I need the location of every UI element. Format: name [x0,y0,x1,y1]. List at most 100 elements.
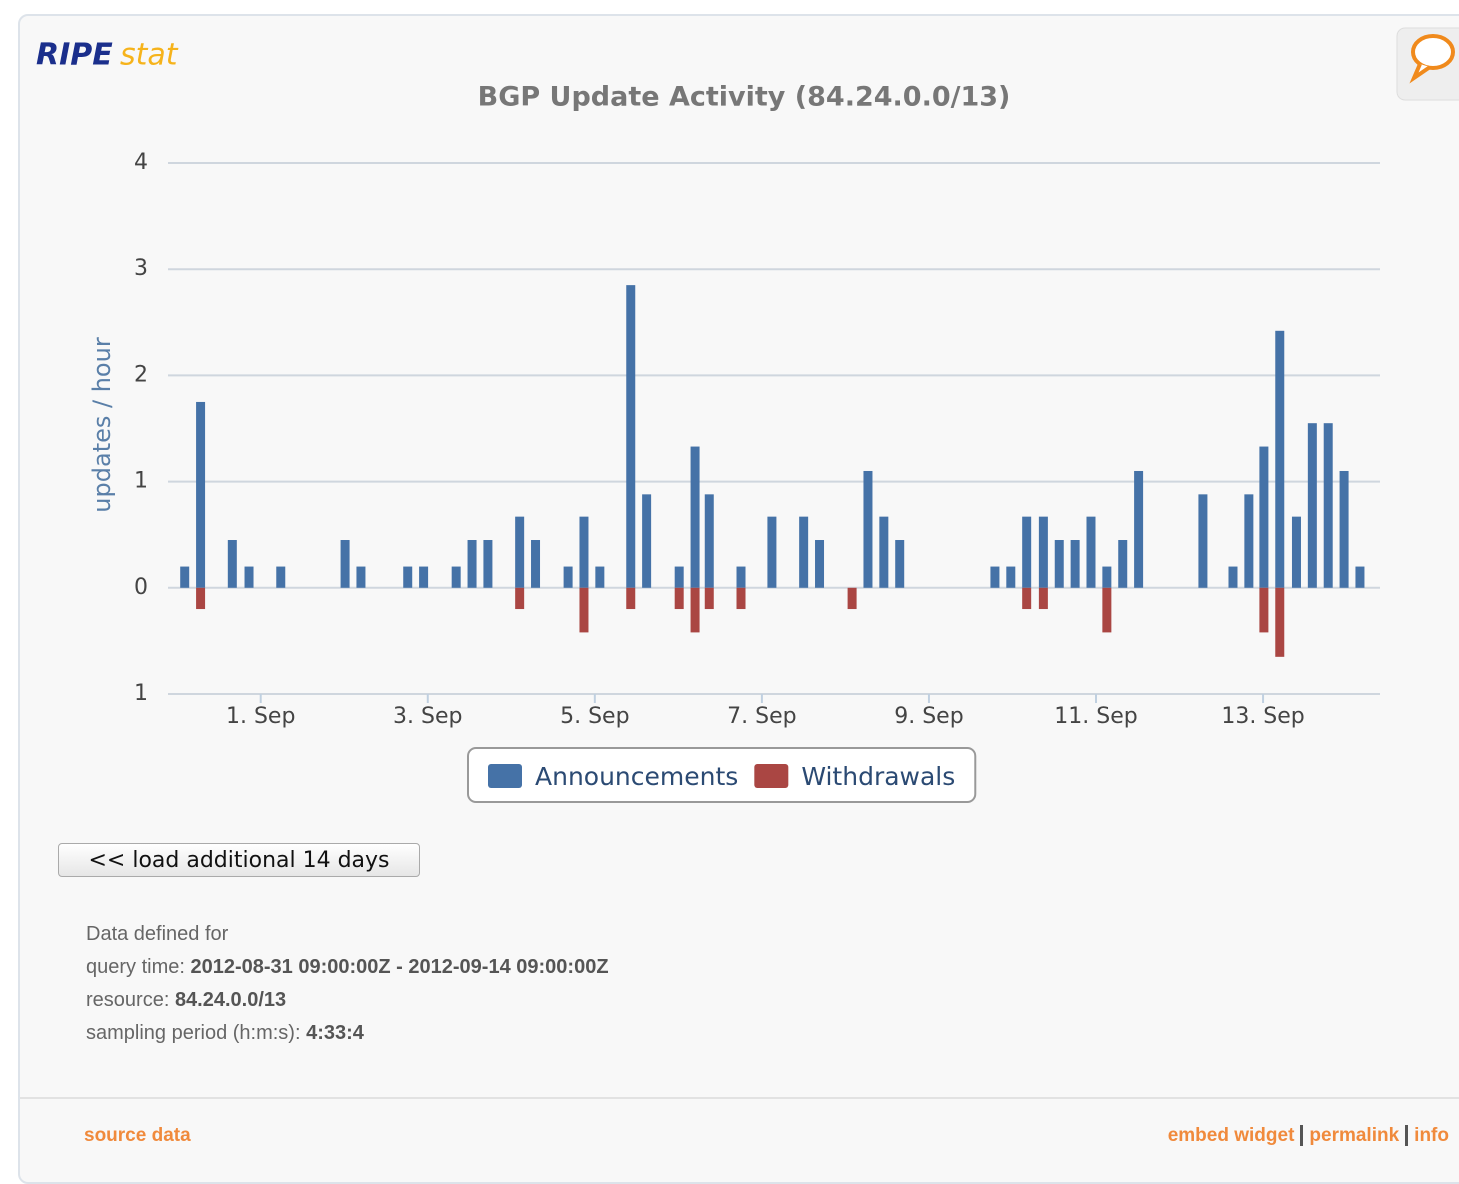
logo-stat: stat [120,38,179,73]
info-heading: Data defined for [86,923,229,945]
chart: RIPE stat BGP Update Activity (84.24.0.0… [36,27,1459,803]
bar [847,587,857,610]
bar [642,494,652,588]
bar [1355,566,1365,588]
bar [1275,587,1285,657]
bar [1022,516,1032,588]
y-tick-label: 4 [134,150,148,175]
legend-box [467,747,977,803]
permalink[interactable]: permalink [1300,1125,1400,1146]
legend-swatch [488,764,522,788]
bar [1038,516,1048,588]
bar [690,446,700,588]
bar [1022,587,1032,610]
info-row: sampling period (h:m:s): 4:33:4 [86,1017,609,1050]
bar [626,285,636,588]
bar [1198,494,1208,588]
bar [340,540,350,588]
bar [674,587,684,610]
info-value: 84.24.0.0/13 [174,989,287,1011]
x-tick-label: 5. Sep [560,704,629,729]
legend-label: Announcements [535,762,738,791]
info-value: 2012-08-31 09:00:00Z - 2012-09-14 09:00:… [190,956,609,978]
bar [1275,330,1285,588]
logo-ripe: RIPE [36,38,113,73]
bar [1339,470,1349,588]
bar [704,587,714,610]
legend: Announcements Withdrawals [467,747,977,803]
bar [451,566,461,588]
legend-label: Withdrawals [801,762,955,791]
y-tick-label: 1 [134,681,148,706]
bar [895,540,905,588]
y-tick-label: 3 [134,256,148,281]
x-tick-label: 7. Sep [727,704,796,729]
bar [467,540,477,588]
info-label: resource: [86,989,175,1011]
bar [356,566,366,588]
bar [579,516,589,588]
bar [563,566,573,588]
y-tick-label: 2 [134,362,148,387]
bar [1054,540,1064,588]
bar [1070,540,1080,588]
bar [276,566,286,588]
bar [863,470,873,588]
bar [1102,587,1112,633]
bar [1291,516,1301,588]
bar [180,566,190,588]
bar [1323,423,1333,588]
info-row: resource: 84.24.0.0/13 [86,984,609,1017]
bar [227,540,237,588]
chart-title: BGP Update Activity (84.24.0.0/13) [478,82,1011,113]
bar [515,516,525,588]
bar [767,516,777,588]
footer-divider [20,1097,1459,1099]
bar [1102,566,1112,588]
x-tick-label: 1. Sep [226,704,295,729]
bar [815,540,825,588]
info-link[interactable]: info [1405,1125,1449,1146]
bar [196,401,206,588]
legend-swatch [754,764,789,788]
bar [579,587,589,633]
bar [1006,566,1016,588]
bar [531,540,541,588]
bar [1259,446,1269,588]
y-tick-label: 1 [134,469,148,494]
bar [990,566,1000,588]
bar [419,566,429,588]
feedback-icon[interactable] [1396,27,1459,101]
load-more-button[interactable]: << load additional 14 days [58,843,420,877]
bar [879,516,889,588]
info-label: sampling period (h:m:s): [86,1022,307,1044]
bar [736,566,746,588]
bar [1118,540,1128,588]
x-tick-label: 3. Sep [393,704,462,729]
bar [1038,587,1048,610]
source-link[interactable]: source data [84,1125,191,1146]
x-tick-label: 11. Sep [1054,704,1137,729]
x-tick-label: 9. Sep [894,704,963,729]
info-label: query time: [86,956,191,978]
bar [595,566,605,588]
footer-links: embed widget permalink info [1168,1125,1449,1147]
bar [1259,587,1269,633]
info-row: query time: 2012-08-31 09:00:00Z - 2012-… [86,951,609,984]
bar [704,494,714,588]
y-tick-label: 0 [134,575,148,600]
info-value: 4:33:4 [306,1022,364,1044]
bar [196,587,206,610]
bar [244,566,254,588]
bar [736,587,746,610]
y-axis-label: updates / hour [88,337,116,513]
embed-link[interactable]: embed widget [1167,1125,1295,1146]
bar [483,540,493,588]
bar [1228,566,1238,588]
bar [1134,470,1144,588]
bar [515,587,525,610]
bar [799,516,809,588]
bar [403,566,413,588]
bar [690,587,700,633]
